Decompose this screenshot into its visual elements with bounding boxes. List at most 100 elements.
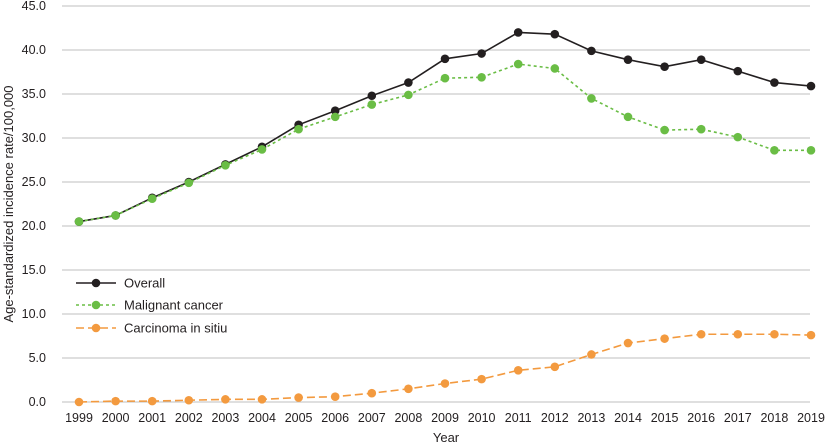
y-tick-label: 10.0 xyxy=(22,307,46,321)
data-point xyxy=(74,397,84,407)
data-point xyxy=(550,64,560,73)
legend-marker xyxy=(91,278,101,288)
x-tick-label: 1999 xyxy=(65,411,93,425)
x-tick-label: 2018 xyxy=(760,411,788,425)
y-tick-label: 45.0 xyxy=(22,0,46,13)
data-point xyxy=(770,78,779,87)
legend-item: Overall xyxy=(76,276,165,291)
data-point xyxy=(111,396,120,406)
series-1 xyxy=(74,59,816,226)
x-tick-label: 2000 xyxy=(102,411,130,425)
data-point xyxy=(660,62,669,72)
data-point xyxy=(513,366,523,375)
data-point xyxy=(696,329,706,339)
data-point xyxy=(257,395,267,404)
x-tick-label: 2004 xyxy=(248,411,276,425)
data-point xyxy=(404,78,413,87)
y-tick-label: 5.0 xyxy=(29,351,46,365)
data-point xyxy=(660,125,669,135)
x-tick-label: 2013 xyxy=(577,411,605,425)
data-point xyxy=(696,55,706,64)
data-point xyxy=(367,388,377,398)
data-point xyxy=(806,146,816,155)
data-point xyxy=(294,393,303,402)
x-tick-label: 2007 xyxy=(358,411,386,425)
data-point xyxy=(513,28,523,37)
data-point xyxy=(733,329,743,339)
data-point xyxy=(623,55,633,64)
data-point xyxy=(257,145,267,154)
x-tick-label: 2005 xyxy=(285,411,313,425)
data-point xyxy=(147,194,157,204)
data-point xyxy=(440,379,450,388)
x-tick-label: 2015 xyxy=(651,411,679,425)
y-axis-ticks: 0.0 5.0 10.0 15.0 20.0 25.0 30.0 35.0 40.0 45.0 xyxy=(22,0,46,409)
x-tick-label: 2002 xyxy=(175,411,203,425)
x-tick-label: 2009 xyxy=(431,411,459,425)
x-tick-label: 2017 xyxy=(724,411,752,425)
legend-marker xyxy=(91,323,101,333)
data-point xyxy=(221,395,230,404)
data-point xyxy=(367,91,377,101)
y-axis-title: Age-standardized incidence rate/100,000 xyxy=(1,85,16,322)
data-point xyxy=(294,124,303,134)
x-tick-label: 2003 xyxy=(211,411,239,425)
data-point xyxy=(221,160,230,170)
y-tick-label: 20.0 xyxy=(22,219,46,233)
data-point xyxy=(660,334,669,343)
legend-label: Carcinoma in sitiu xyxy=(124,321,227,336)
data-point xyxy=(587,46,596,56)
series-2 xyxy=(74,329,816,407)
x-tick-label: 2008 xyxy=(394,411,422,425)
data-point xyxy=(404,384,413,394)
data-point xyxy=(147,396,157,406)
x-axis-title: Year xyxy=(433,430,460,445)
data-point xyxy=(806,330,816,340)
data-point xyxy=(440,73,450,83)
data-point xyxy=(404,90,413,100)
data-point xyxy=(111,211,120,220)
series-line xyxy=(78,333,812,403)
data-point xyxy=(550,362,560,372)
data-point xyxy=(330,112,340,122)
x-tick-label: 2010 xyxy=(468,411,496,425)
y-tick-label: 0.0 xyxy=(29,395,46,409)
data-point xyxy=(623,112,633,122)
y-tick-label: 35.0 xyxy=(22,87,46,101)
data-point xyxy=(367,100,377,109)
data-point xyxy=(623,338,633,348)
data-point xyxy=(733,132,743,142)
data-point xyxy=(513,59,523,69)
series-line xyxy=(78,63,811,223)
data-point xyxy=(330,106,340,116)
data-point xyxy=(733,66,743,76)
data-point xyxy=(477,374,486,384)
data-point xyxy=(550,29,560,39)
data-point xyxy=(587,350,596,359)
y-tick-label: 30.0 xyxy=(22,131,46,145)
legend-marker xyxy=(91,300,101,310)
legend-label: Overall xyxy=(124,276,165,291)
data-point xyxy=(74,217,84,226)
x-tick-label: 2011 xyxy=(505,411,532,425)
data-point xyxy=(770,329,779,339)
x-tick-label: 2012 xyxy=(541,411,569,425)
data-point xyxy=(806,81,816,91)
data-point xyxy=(440,54,450,64)
x-tick-label: 2006 xyxy=(321,411,349,425)
data-point xyxy=(184,395,194,405)
data-point xyxy=(330,392,340,402)
y-tick-label: 40.0 xyxy=(22,43,46,57)
data-point xyxy=(477,49,486,58)
legend-item: Malignant cancer xyxy=(76,298,224,313)
x-tick-label: 2016 xyxy=(687,411,715,425)
legend-label: Malignant cancer xyxy=(124,298,224,313)
data-point xyxy=(184,178,194,188)
x-tick-label: 2019 xyxy=(797,411,825,425)
data-point xyxy=(770,146,779,155)
data-point xyxy=(587,94,596,103)
y-tick-label: 25.0 xyxy=(22,175,46,189)
x-axis-ticks: 1999 2000 2001 2002 2003 2004 2005 2006 2007 2008… xyxy=(65,411,825,425)
y-tick-label: 15.0 xyxy=(22,263,46,277)
